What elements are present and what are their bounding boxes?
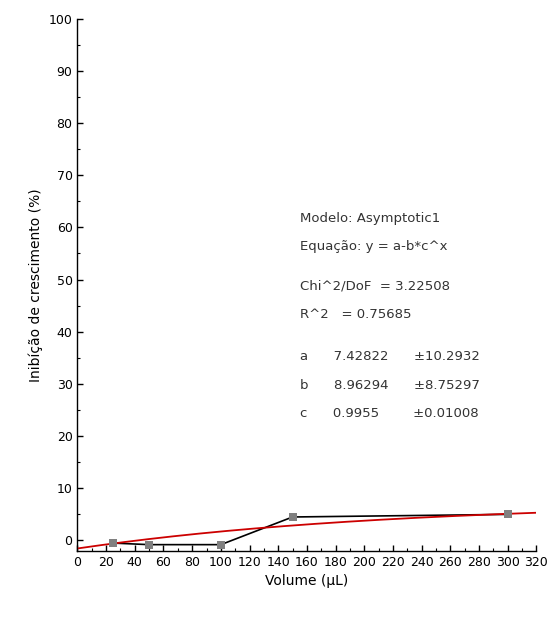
Text: Chi^2/DoF  = 3.22508: Chi^2/DoF = 3.22508: [300, 280, 450, 293]
Text: c      0.9955        ±0.01008: c 0.9955 ±0.01008: [300, 407, 478, 420]
Text: R^2   = 0.75685: R^2 = 0.75685: [300, 308, 411, 321]
Point: [109, 538, 118, 548]
Text: Equação: y = a-b*c^x: Equação: y = a-b*c^x: [300, 240, 447, 253]
Y-axis label: Inibíção de crescimento (%): Inibíção de crescimento (%): [29, 188, 43, 381]
Point: [216, 540, 225, 550]
Point: [145, 540, 154, 550]
X-axis label: Volume (μL): Volume (μL): [265, 574, 348, 588]
Text: a      7.42822      ±10.2932: a 7.42822 ±10.2932: [300, 350, 479, 363]
Text: Modelo: Asymptotic1: Modelo: Asymptotic1: [300, 212, 440, 225]
Text: b      8.96294      ±8.75297: b 8.96294 ±8.75297: [300, 379, 479, 392]
Point: [503, 509, 512, 519]
Point: [288, 512, 297, 522]
